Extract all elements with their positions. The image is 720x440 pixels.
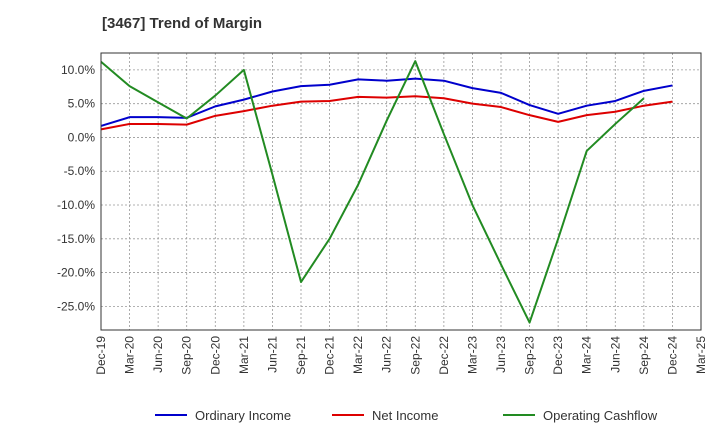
y-tick-label: -20.0% — [57, 266, 95, 280]
x-tick-label: Sep-20 — [180, 336, 194, 375]
x-tick-label: Jun-23 — [494, 336, 508, 373]
x-tick-label: Dec-20 — [208, 336, 222, 375]
x-tick-label: Jun-20 — [151, 336, 165, 373]
legend-label-net-income: Net Income — [372, 408, 438, 423]
x-tick-label: Mar-23 — [465, 336, 479, 374]
y-tick-label: -5.0% — [64, 164, 96, 178]
y-tick-label: -25.0% — [57, 299, 95, 313]
x-tick-label: Jun-24 — [608, 336, 622, 373]
y-tick-label: 0.0% — [68, 130, 96, 144]
x-tick-label: Dec-19 — [94, 336, 108, 375]
x-tick-label: Dec-22 — [437, 336, 451, 375]
x-tick-label: Sep-23 — [523, 336, 537, 375]
x-tick-label: Mar-24 — [580, 336, 594, 374]
x-tick-label: Mar-25 — [694, 336, 708, 374]
x-tick-label: Sep-24 — [637, 336, 651, 375]
plot-area-border — [100, 52, 702, 331]
legend-label-ordinary-income: Ordinary Income — [195, 408, 291, 423]
x-tick-label: Sep-21 — [294, 336, 308, 375]
x-tick-label: Jun-21 — [265, 336, 279, 373]
y-tick-label: 5.0% — [68, 97, 96, 111]
y-tick-label: -10.0% — [57, 198, 95, 212]
chart-title: [3467] Trend of Margin — [102, 15, 263, 32]
x-tick-label: Mar-22 — [351, 336, 365, 374]
x-tick-label: Jun-22 — [380, 336, 394, 373]
y-tick-label: 10.0% — [61, 63, 95, 77]
x-tick-label: Dec-23 — [551, 336, 565, 375]
x-tick-label: Mar-21 — [237, 336, 251, 374]
x-tick-label: Mar-20 — [123, 336, 137, 374]
x-tick-label: Dec-24 — [665, 336, 679, 375]
legend-label-operating-cashflow: Operating Cashflow — [543, 408, 658, 423]
series-line-operating-cashflow — [100, 60, 645, 324]
y-tick-label: -15.0% — [57, 232, 95, 246]
x-tick-label: Dec-21 — [323, 336, 337, 375]
series-line-net-income — [100, 95, 673, 131]
series-line-ordinary-income — [100, 77, 673, 127]
x-tick-label: Sep-22 — [408, 336, 422, 375]
